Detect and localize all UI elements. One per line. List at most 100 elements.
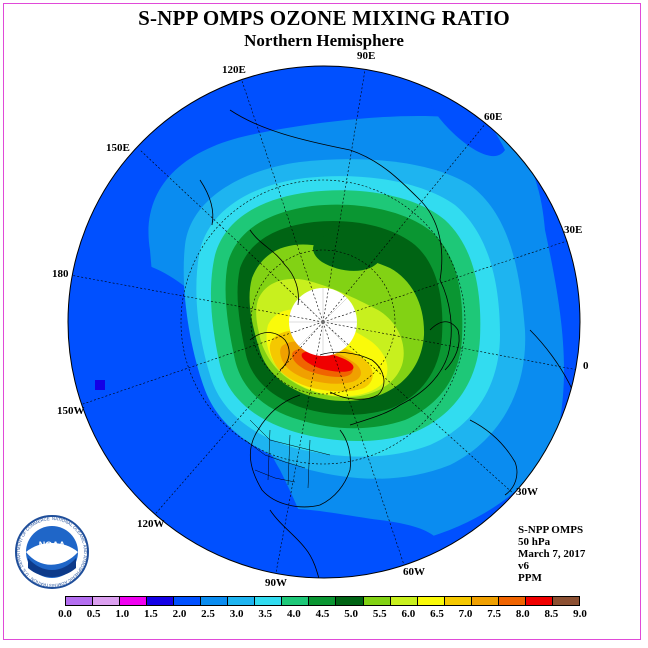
legend-tick-label: 4.0 — [287, 608, 301, 620]
legend-tick-label: 8.5 — [544, 608, 559, 620]
coastline-canada — [249, 332, 290, 371]
longitude-label: 30W — [516, 486, 538, 498]
lat-circle-60 — [250, 249, 396, 395]
contour-2-0-arctic-ocean — [429, 80, 505, 157]
legend-swatch — [417, 597, 445, 605]
legend-swatch — [309, 597, 337, 605]
info-units: PPM — [518, 572, 542, 584]
legend-tick-label: 1.0 — [115, 608, 130, 620]
legend-tick-label: 9.0 — [573, 608, 587, 620]
longitude-label: 150E — [106, 142, 130, 154]
figure-border — [3, 3, 641, 640]
polar-cap-grid — [289, 288, 357, 356]
contour-1-5-patch — [95, 380, 105, 390]
legend-tick-label: 7.0 — [458, 608, 473, 620]
info-level: 50 hPa — [518, 536, 551, 548]
figure-title: S-NPP OMPS OZONE MIXING RATIO — [138, 6, 510, 30]
info-instrument: S-NPP OMPS — [518, 524, 584, 536]
info-date: March 7, 2017 — [518, 548, 586, 560]
coastline-europe — [469, 419, 518, 496]
map-disk-outline — [67, 65, 581, 579]
longitude-label: 60E — [484, 111, 503, 123]
longitude-label: 180 — [52, 268, 69, 280]
coastline-scandinavia — [429, 321, 460, 371]
meridian-180 — [69, 274, 324, 323]
longitude-label: 30E — [564, 224, 583, 236]
legend-swatch — [228, 597, 256, 605]
legend-tick-label: 0.5 — [86, 608, 101, 620]
meridian-0 — [322, 321, 579, 371]
meridian-150w — [79, 321, 324, 406]
coastline-siberia — [249, 229, 299, 306]
legend-swatch — [255, 597, 283, 605]
logo-wave-icon — [28, 558, 76, 577]
coastline-japan — [199, 179, 214, 226]
legend-tick-label: 7.5 — [487, 608, 502, 620]
longitude-label: 150W — [57, 405, 85, 417]
legend-tick-label: 1.5 — [143, 608, 158, 620]
contour-8-5 — [301, 351, 354, 372]
meridian-90w — [274, 321, 324, 578]
legend-swatch — [336, 597, 364, 605]
legend-tick-label: 3.0 — [229, 608, 244, 620]
graticule — [69, 66, 579, 578]
coastline-greenland — [319, 351, 385, 400]
info-version: v6 — [518, 560, 529, 572]
legend-swatch — [174, 597, 202, 605]
legend-swatch — [363, 597, 391, 605]
legend-tick-label: 5.5 — [372, 608, 387, 620]
longitude-label: 0 — [583, 360, 589, 372]
color-legend — [65, 596, 580, 606]
state-border-4 — [267, 429, 271, 481]
coastline-central-america — [269, 509, 323, 578]
info-box: S-NPP OMPS 50 hPa March 7, 2017 v6 PPM — [518, 524, 585, 584]
meridian-30w — [322, 321, 516, 496]
state-border-1 — [249, 419, 331, 456]
longitude-label: 60W — [403, 566, 425, 578]
meridian-60w — [322, 321, 406, 569]
figure-subtitle: Northern Hemisphere — [244, 31, 404, 50]
longitude-label: 90E — [357, 50, 376, 62]
meridian-150e — [139, 149, 324, 323]
contour-5-0-patch — [313, 231, 382, 271]
legend-tick-labels: 0.0 0.5 1.0 1.5 2.0 2.5 3.0 3.5 4.0 4.5 5.0 5.5 6.0 6… — [0, 608, 648, 622]
longitude-label: 120W — [137, 518, 165, 530]
cap-line-4 — [298, 297, 348, 347]
legend-swatch — [66, 597, 94, 605]
legend-swatch — [390, 597, 418, 605]
legend-tick-label: 5.0 — [344, 608, 358, 620]
legend-tick-label: 2.0 — [172, 608, 187, 620]
state-border-6 — [307, 439, 311, 489]
coastlines — [199, 109, 579, 578]
meridian-30e — [322, 239, 571, 323]
coastline-eurasia — [229, 109, 452, 426]
longitude-label: 90W — [265, 577, 287, 589]
legend-swatch — [282, 597, 310, 605]
legend-tick-label: 4.5 — [315, 608, 330, 620]
logo-text: NOAA — [39, 540, 66, 550]
legend-swatch — [201, 597, 229, 605]
legend-tick-label: 3.5 — [258, 608, 273, 620]
legend-swatch — [525, 597, 553, 605]
state-border-2 — [244, 439, 306, 469]
legend-swatch — [93, 597, 121, 605]
meridian-90e — [322, 66, 367, 323]
legend-swatch — [498, 597, 526, 605]
legend-tick-label: 6.0 — [401, 608, 416, 620]
contour-2-0-south — [268, 508, 442, 578]
legend-swatch — [147, 597, 175, 605]
coastline-north-america — [249, 394, 351, 508]
legend-tick-label: 6.5 — [430, 608, 444, 620]
legend-swatch — [120, 597, 148, 605]
legend-swatch — [444, 597, 472, 605]
legend-tick-label: 8.0 — [515, 608, 530, 620]
ozone-field — [68, 66, 580, 578]
logo-gull-icon — [26, 543, 78, 565]
meridian-120e — [239, 74, 324, 323]
legend-swatch — [552, 597, 579, 605]
legend-tick-label: 0.0 — [58, 608, 72, 620]
lat-circle-30 — [180, 179, 466, 465]
legend-tick-label: 2.5 — [201, 608, 215, 620]
